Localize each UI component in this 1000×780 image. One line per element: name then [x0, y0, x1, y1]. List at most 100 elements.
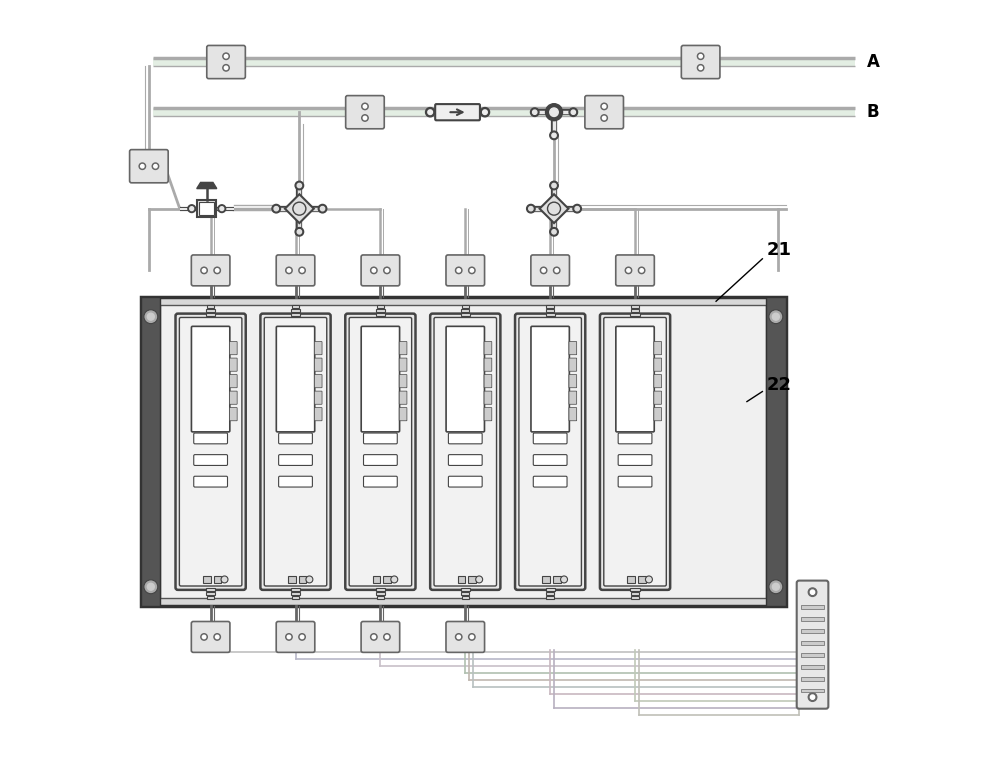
- Circle shape: [201, 268, 207, 274]
- Bar: [141, 297, 160, 606]
- FancyBboxPatch shape: [276, 255, 315, 285]
- Bar: [291, 309, 300, 312]
- Circle shape: [363, 105, 367, 108]
- FancyBboxPatch shape: [569, 391, 577, 404]
- Bar: [458, 576, 465, 583]
- Circle shape: [300, 635, 304, 639]
- Bar: [206, 588, 215, 591]
- Circle shape: [272, 204, 280, 213]
- Bar: [376, 313, 385, 316]
- FancyBboxPatch shape: [229, 358, 237, 371]
- Bar: [462, 305, 469, 308]
- Circle shape: [385, 635, 389, 639]
- Bar: [631, 305, 639, 308]
- Bar: [377, 596, 384, 599]
- FancyBboxPatch shape: [654, 391, 662, 404]
- Circle shape: [627, 268, 630, 272]
- Bar: [801, 617, 824, 621]
- FancyBboxPatch shape: [364, 433, 397, 444]
- Circle shape: [371, 268, 377, 274]
- Circle shape: [223, 65, 229, 71]
- Bar: [766, 297, 786, 606]
- FancyBboxPatch shape: [618, 433, 652, 444]
- FancyBboxPatch shape: [681, 45, 720, 79]
- Bar: [461, 309, 469, 312]
- Circle shape: [274, 207, 278, 211]
- FancyBboxPatch shape: [531, 326, 569, 432]
- Circle shape: [372, 635, 376, 639]
- Circle shape: [550, 181, 558, 190]
- Bar: [627, 576, 635, 583]
- FancyBboxPatch shape: [533, 455, 567, 466]
- Circle shape: [391, 576, 398, 583]
- FancyBboxPatch shape: [533, 433, 567, 444]
- Bar: [638, 576, 646, 583]
- Bar: [631, 309, 639, 312]
- Circle shape: [645, 576, 652, 583]
- FancyBboxPatch shape: [448, 433, 482, 444]
- Circle shape: [320, 207, 325, 211]
- Circle shape: [223, 53, 229, 59]
- Circle shape: [144, 310, 158, 324]
- Circle shape: [810, 590, 815, 594]
- FancyBboxPatch shape: [484, 374, 492, 388]
- Circle shape: [202, 268, 206, 272]
- Circle shape: [385, 268, 389, 272]
- Bar: [292, 305, 299, 308]
- Bar: [546, 592, 554, 595]
- Bar: [292, 596, 299, 599]
- Circle shape: [306, 576, 313, 583]
- Bar: [214, 576, 221, 583]
- Circle shape: [640, 268, 643, 272]
- Circle shape: [201, 633, 207, 640]
- Bar: [631, 592, 639, 595]
- Bar: [141, 297, 786, 606]
- FancyBboxPatch shape: [207, 45, 245, 79]
- Polygon shape: [197, 183, 217, 189]
- FancyBboxPatch shape: [484, 408, 492, 420]
- Circle shape: [297, 229, 302, 234]
- FancyBboxPatch shape: [448, 455, 482, 466]
- Circle shape: [573, 204, 581, 213]
- FancyBboxPatch shape: [484, 342, 492, 355]
- Bar: [546, 588, 555, 591]
- Circle shape: [476, 576, 483, 583]
- Circle shape: [295, 181, 304, 190]
- Circle shape: [224, 66, 228, 69]
- Circle shape: [371, 633, 377, 640]
- FancyBboxPatch shape: [618, 477, 652, 487]
- Circle shape: [533, 110, 537, 115]
- Circle shape: [697, 65, 704, 71]
- Circle shape: [699, 66, 702, 69]
- Bar: [206, 313, 215, 316]
- FancyBboxPatch shape: [519, 317, 581, 586]
- Circle shape: [602, 105, 606, 108]
- Circle shape: [147, 583, 154, 590]
- Bar: [288, 576, 296, 583]
- Bar: [197, 200, 216, 217]
- Circle shape: [224, 55, 228, 58]
- FancyBboxPatch shape: [314, 358, 322, 371]
- Circle shape: [286, 633, 292, 640]
- Circle shape: [286, 268, 292, 274]
- Circle shape: [527, 204, 535, 213]
- Circle shape: [428, 110, 432, 115]
- FancyBboxPatch shape: [361, 255, 400, 285]
- Circle shape: [152, 163, 159, 169]
- FancyBboxPatch shape: [260, 314, 331, 590]
- FancyBboxPatch shape: [276, 326, 315, 432]
- Bar: [542, 576, 550, 583]
- Bar: [630, 588, 640, 591]
- FancyBboxPatch shape: [191, 326, 230, 432]
- Bar: [546, 313, 555, 316]
- Bar: [553, 576, 561, 583]
- Circle shape: [384, 633, 390, 640]
- Circle shape: [295, 228, 304, 236]
- Circle shape: [808, 693, 817, 701]
- FancyBboxPatch shape: [130, 150, 168, 183]
- Circle shape: [190, 207, 194, 211]
- Bar: [160, 305, 766, 598]
- FancyBboxPatch shape: [194, 433, 228, 444]
- Circle shape: [529, 207, 533, 211]
- FancyBboxPatch shape: [484, 358, 492, 371]
